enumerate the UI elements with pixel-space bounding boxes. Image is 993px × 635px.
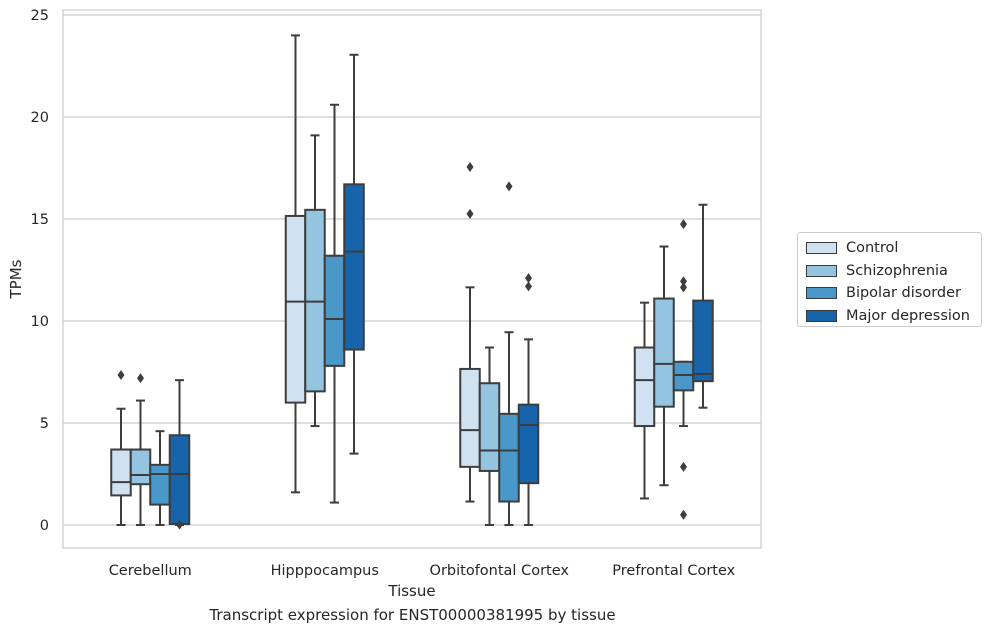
box (498, 181, 520, 526)
legend-label-control: Control (846, 240, 899, 257)
outlier-marker (680, 219, 687, 230)
legend-label-bipolar-disorder: Bipolar disorder (846, 285, 961, 302)
y-tick-label: 15 (31, 212, 49, 228)
legend-swatch-bipolar-disorder (806, 287, 837, 300)
box-body (498, 412, 520, 503)
outlier-marker (466, 161, 474, 172)
box (633, 301, 656, 500)
box-body (478, 382, 501, 472)
outlier-marker (680, 461, 687, 472)
legend: Control Schizophrenia Bipolar disorder M… (797, 232, 982, 327)
y-tick-label: 0 (40, 518, 49, 534)
box (478, 346, 501, 526)
outlier-marker (525, 281, 532, 292)
box (343, 53, 365, 455)
y-tick-label: 20 (31, 110, 49, 126)
box-body (343, 183, 365, 351)
box (304, 134, 326, 428)
legend-item-bipolar-disorder: Bipolar disorder (806, 282, 973, 305)
figure-caption: Transcript expression for ENST0000038199… (209, 606, 616, 624)
box-body (672, 360, 695, 392)
series-major-depression (168, 53, 714, 530)
legend-swatch-major-depression (806, 309, 837, 322)
series-bipolar-disorder (149, 103, 695, 526)
box-body (110, 448, 132, 497)
y-tick-label: 10 (31, 314, 49, 330)
outlier-marker (117, 370, 125, 381)
box (517, 273, 540, 526)
box (653, 245, 675, 487)
legend-swatch-schizophrenia (806, 264, 837, 277)
legend-label-schizophrenia: Schizophrenia (846, 262, 948, 279)
box-body (304, 208, 326, 393)
legend-item-major-depression: Major depression (806, 305, 973, 328)
series-control (110, 34, 656, 526)
plot-frame (62, 9, 762, 549)
legend-item-control: Control (806, 237, 973, 260)
y-axis-label: TPMs (7, 259, 25, 299)
grid-lines (63, 14, 761, 526)
outlier-marker (505, 181, 513, 192)
outlier-marker (680, 282, 687, 293)
outlier-marker (680, 276, 687, 287)
x-tick-label: Prefrontal Cortex (612, 563, 735, 579)
legend-label-major-depression: Major depression (846, 307, 970, 324)
legend-swatch-control (806, 242, 837, 255)
x-axis-label: Tissue (387, 582, 435, 600)
box-body (653, 297, 675, 408)
box-body (692, 299, 714, 383)
box-body (459, 367, 481, 468)
box (110, 370, 132, 526)
legend-item-schizophrenia: Schizophrenia (806, 260, 973, 283)
outlier-marker (137, 373, 144, 384)
outlier-marker (176, 519, 183, 530)
outlier-marker (680, 509, 687, 520)
x-axis-ticks: Cerebellum Hipppocampus Orbitofontal Corte… (109, 563, 736, 579)
box-groups (110, 34, 714, 530)
box-body (168, 434, 191, 525)
box (149, 430, 171, 526)
box-body (284, 214, 307, 404)
box-body (633, 346, 656, 428)
box-body (517, 403, 540, 485)
y-tick-label: 25 (31, 8, 49, 24)
box (459, 161, 481, 503)
box (168, 379, 191, 530)
box (129, 373, 152, 526)
box (284, 34, 307, 494)
box-body (149, 463, 171, 506)
x-tick-label: Orbitofontal Cortex (430, 563, 570, 579)
box-body (129, 448, 152, 486)
outlier-marker (525, 273, 532, 284)
y-tick-label: 5 (40, 416, 49, 432)
box (323, 103, 346, 504)
series-schizophrenia (129, 134, 675, 526)
x-tick-label: Hipppocampus (271, 563, 379, 579)
outlier-marker (466, 208, 474, 219)
box-body (323, 254, 346, 367)
y-axis-ticks: 0 5 10 15 20 25 (31, 8, 49, 534)
box (672, 219, 695, 520)
box (692, 203, 714, 409)
x-tick-label: Cerebellum (109, 563, 192, 579)
